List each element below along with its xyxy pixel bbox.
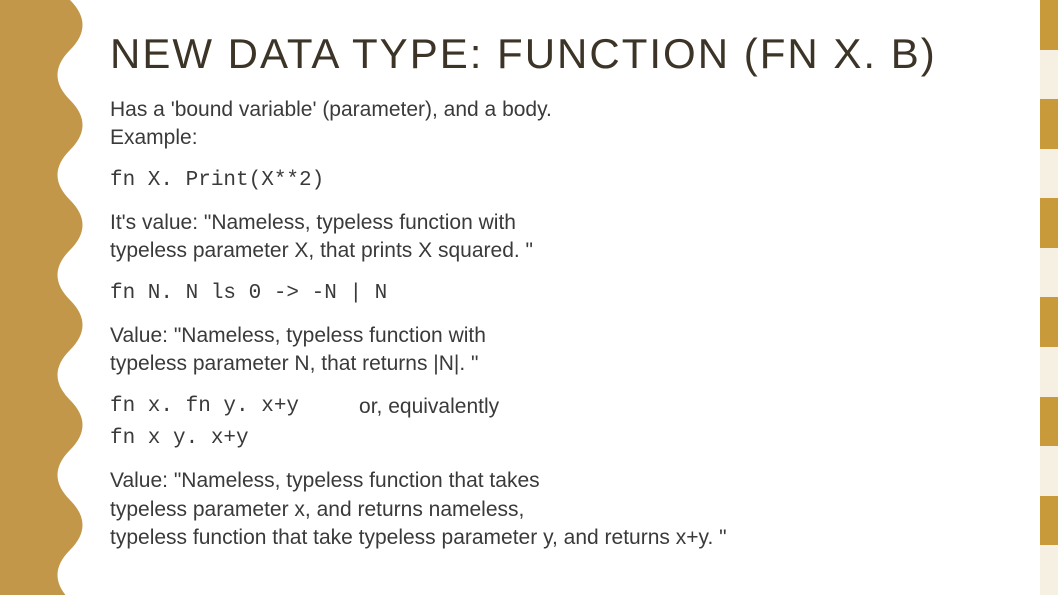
intro-paragraph: Has a 'bound variable' (parameter), and …	[110, 96, 1018, 153]
code-example-3-row: fn x. fn y. x+y or, equivalently	[110, 393, 1018, 421]
slide-content: NEW DATA TYPE: FUNCTION (FN X. B) Has a …	[110, 30, 1018, 575]
code-example-1: fn X. Print(X**2)	[110, 167, 1018, 195]
value-description-1: It's value: "Nameless, typeless function…	[110, 209, 1018, 266]
slide-title: NEW DATA TYPE: FUNCTION (FN X. B)	[110, 30, 1018, 78]
code-example-2: fn N. N ls 0 -> -N | N	[110, 280, 1018, 308]
value-description-3: Value: "Nameless, typeless function that…	[110, 467, 1018, 552]
value-description-2: Value: "Nameless, typeless function with…	[110, 322, 1018, 379]
code-example-3b: fn x y. x+y	[110, 425, 1018, 453]
code-example-3a: fn x. fn y. x+y	[110, 393, 299, 421]
equivalently-label: or, equivalently	[359, 393, 499, 421]
right-stripe-decoration	[1040, 0, 1058, 595]
left-scallop-decoration	[0, 0, 95, 595]
